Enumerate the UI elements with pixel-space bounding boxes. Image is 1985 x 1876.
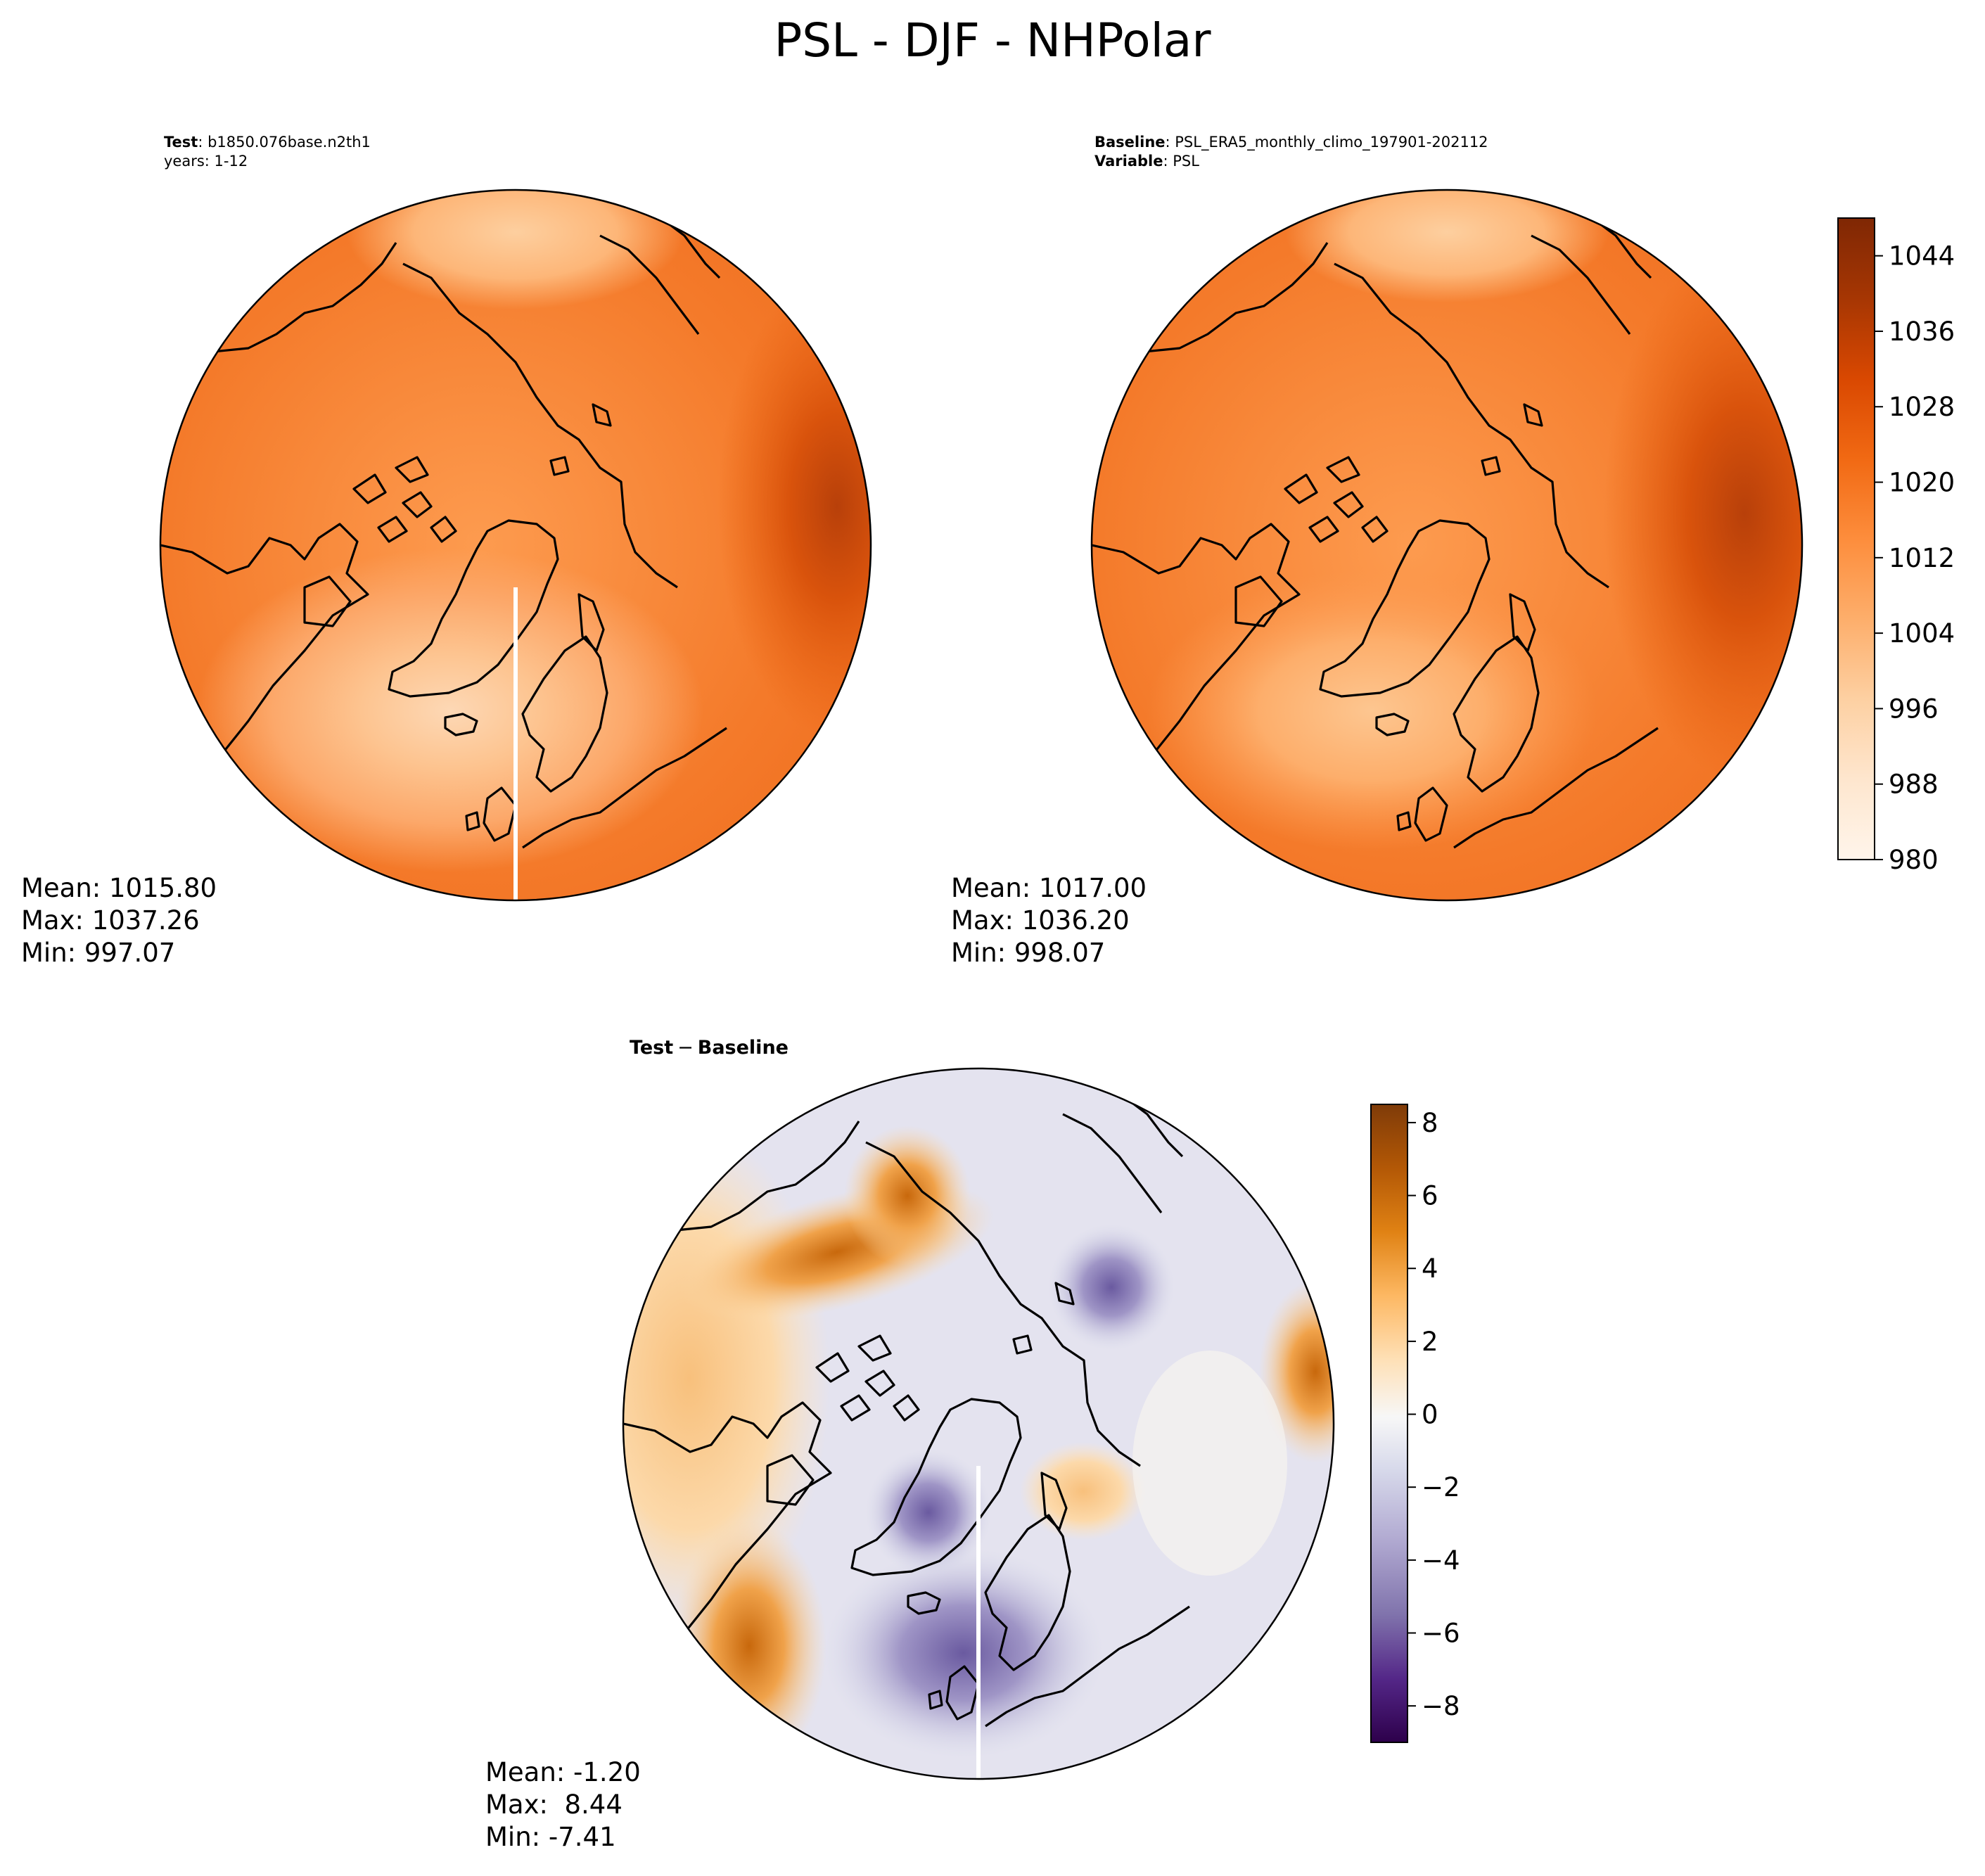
psl-colorbar-tick-label: 980 [1889, 845, 1939, 875]
difference-panel: Test − Baseline Mean: -1.20 Max: 8.44 Min:… [485, 1037, 1460, 1852]
baseline-field-high [1604, 246, 1802, 781]
test-header-line2: years: 1-12 [164, 153, 248, 170]
baseline-field-top-low [1285, 190, 1609, 302]
difference-colorbar-tick-label: −4 [1422, 1545, 1460, 1576]
test-stat-max: Max: 1037.26 [21, 905, 200, 936]
psl-colorbar-ticks: 980 988 996 1004 1012 1020 1028 1036 1044 [1875, 241, 1955, 875]
difference-colorbar-ticks: −8 −6 −4 −2 0 2 4 6 8 [1408, 1108, 1460, 1721]
baseline-map-frame [1090, 189, 1804, 902]
figure-title: PSL - DJF - NHPolar [774, 13, 1211, 68]
difference-colorbar: −8 −6 −4 −2 0 2 4 6 8 [1370, 1104, 1460, 1743]
baseline-map [1092, 190, 1802, 900]
difference-map-frame [622, 1067, 1335, 1780]
psl-colorbar-tick-label: 1044 [1889, 241, 1955, 272]
test-field-top-low [347, 190, 684, 310]
psl-colorbar: 980 988 996 1004 1012 1020 1028 1036 1044 [1837, 217, 1955, 875]
diff-field-east-high [1259, 1280, 1334, 1463]
difference-colorbar-tick-label: 2 [1422, 1327, 1438, 1357]
baseline-header-line1: Baseline: PSL_ERA5_monthly_climo_197901-… [1094, 134, 1488, 151]
baseline-panel: Baseline: PSL_ERA5_monthly_climo_197901-… [951, 134, 1955, 968]
test-panel: Test: b1850.076base.n2th1 years: 1-12 Me… [21, 134, 872, 968]
baseline-field-atlantic-low [1147, 570, 1597, 851]
difference-colorbar-tick-label: 6 [1422, 1181, 1438, 1211]
difference-stat-mean: Mean: -1.20 [485, 1757, 641, 1787]
baseline-stat-max: Max: 1036.20 [951, 905, 1130, 936]
difference-colorbar-fill [1370, 1104, 1408, 1743]
baseline-stat-min: Min: 998.07 [951, 938, 1105, 968]
difference-colorbar-tick-label: −6 [1422, 1619, 1460, 1649]
diff-field-bering-high [844, 1125, 971, 1266]
diff-field-southwest-high [672, 1519, 826, 1773]
test-header-line1: Test: b1850.076base.n2th1 [164, 134, 371, 151]
difference-map [623, 1068, 1334, 1779]
psl-colorbar-tick-label: 1012 [1889, 543, 1955, 573]
diff-field-central-high [1020, 1442, 1147, 1540]
test-stat-min: Min: 997.07 [21, 938, 175, 968]
difference-header: Test − Baseline [630, 1037, 789, 1059]
difference-stat-min: Min: -7.41 [485, 1822, 616, 1852]
diff-field-east-neutral [1132, 1351, 1287, 1576]
psl-colorbar-tick-label: 988 [1889, 770, 1939, 800]
psl-colorbar-tick-label: 1028 [1889, 392, 1955, 422]
test-map-frame [159, 189, 872, 902]
diff-field-greenland-low [865, 1449, 992, 1576]
difference-colorbar-tick-label: −2 [1422, 1472, 1460, 1502]
test-map [160, 190, 871, 900]
baseline-stat-mean: Mean: 1017.00 [951, 873, 1147, 903]
difference-stat-max: Max: 8.44 [485, 1789, 623, 1820]
difference-colorbar-tick-label: 8 [1422, 1108, 1438, 1138]
diff-field-south-low [823, 1548, 1104, 1759]
psl-colorbar-tick-label: 1036 [1889, 317, 1955, 347]
difference-colorbar-tick-label: −8 [1422, 1691, 1460, 1721]
difference-colorbar-tick-label: 0 [1422, 1400, 1438, 1430]
baseline-header-line2: Variable: PSL [1094, 153, 1199, 170]
psl-colorbar-tick-label: 1020 [1889, 468, 1955, 498]
psl-colorbar-tick-label: 1004 [1889, 618, 1955, 649]
psl-colorbar-tick-label: 996 [1889, 694, 1939, 724]
test-field-atlantic-low [197, 549, 703, 872]
test-stat-mean: Mean: 1015.80 [21, 873, 217, 903]
difference-colorbar-tick-label: 4 [1422, 1253, 1438, 1284]
diff-field-siberia-low [1048, 1224, 1175, 1351]
psl-colorbar-fill [1837, 217, 1875, 860]
test-field-high [717, 274, 871, 739]
